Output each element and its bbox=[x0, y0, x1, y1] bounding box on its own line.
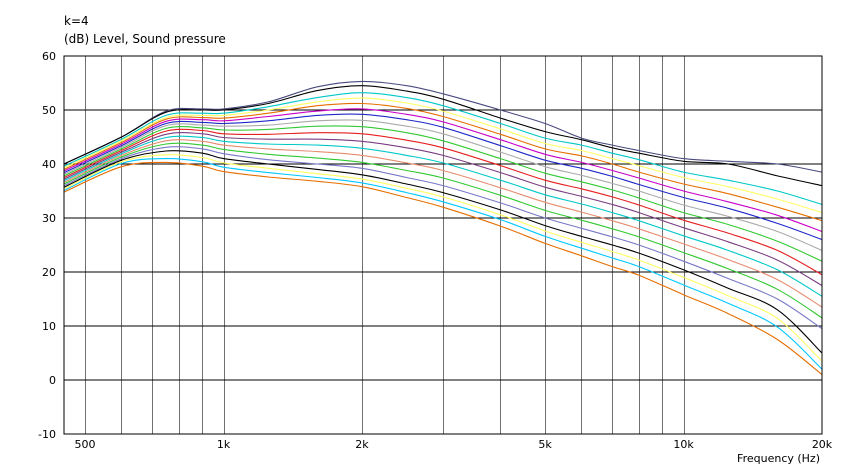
y-tick-label: 60 bbox=[42, 50, 56, 63]
plot-frame bbox=[63, 55, 823, 435]
x-tick-label: 5k bbox=[538, 438, 552, 451]
series-line-6 bbox=[63, 108, 823, 233]
x-tick-label: 10k bbox=[673, 438, 694, 451]
series-line-1 bbox=[63, 80, 823, 173]
y-tick-label: 40 bbox=[42, 158, 56, 171]
series-line-2 bbox=[63, 85, 823, 187]
series-line-5 bbox=[63, 102, 823, 222]
y-tick-label: 10 bbox=[42, 320, 56, 333]
series-line-16 bbox=[63, 150, 823, 354]
x-axis-label: Frequency (Hz) bbox=[737, 452, 820, 465]
series-line-15 bbox=[63, 146, 823, 330]
series-layer bbox=[63, 80, 823, 376]
x-tick-label: 20k bbox=[812, 438, 833, 451]
x-tick-label: 2k bbox=[355, 438, 369, 451]
series-line-10 bbox=[63, 128, 823, 276]
tick-layer: -10 0 10 20 30 40 50 60 500 1k 2k 5k 10k 20k bbox=[38, 50, 833, 451]
series-line-19 bbox=[63, 161, 823, 376]
series-line-12 bbox=[63, 135, 823, 297]
chart-k-label: k=4 bbox=[64, 14, 89, 28]
series-line-17 bbox=[63, 154, 823, 362]
y-tick-label: 50 bbox=[42, 104, 56, 117]
y-tick-label: 30 bbox=[42, 212, 56, 225]
series-line-7 bbox=[63, 113, 823, 241]
y-tick-label: 20 bbox=[42, 266, 56, 279]
series-line-4 bbox=[63, 97, 823, 214]
y-tick-label: -10 bbox=[38, 428, 56, 441]
series-line-14 bbox=[63, 142, 823, 319]
series-line-8 bbox=[63, 119, 823, 251]
series-line-18 bbox=[63, 158, 823, 370]
series-line-13 bbox=[63, 139, 823, 308]
y-tick-label: 0 bbox=[49, 374, 56, 387]
x-tick-label: 500 bbox=[75, 438, 96, 451]
series-line-9 bbox=[63, 125, 823, 262]
series-line-3 bbox=[63, 92, 823, 206]
grid-layer bbox=[64, 55, 822, 435]
x-tick-label: 1k bbox=[217, 438, 231, 451]
series-line-11 bbox=[63, 132, 823, 286]
chart-y-title: (dB) Level, Sound pressure bbox=[64, 32, 226, 46]
